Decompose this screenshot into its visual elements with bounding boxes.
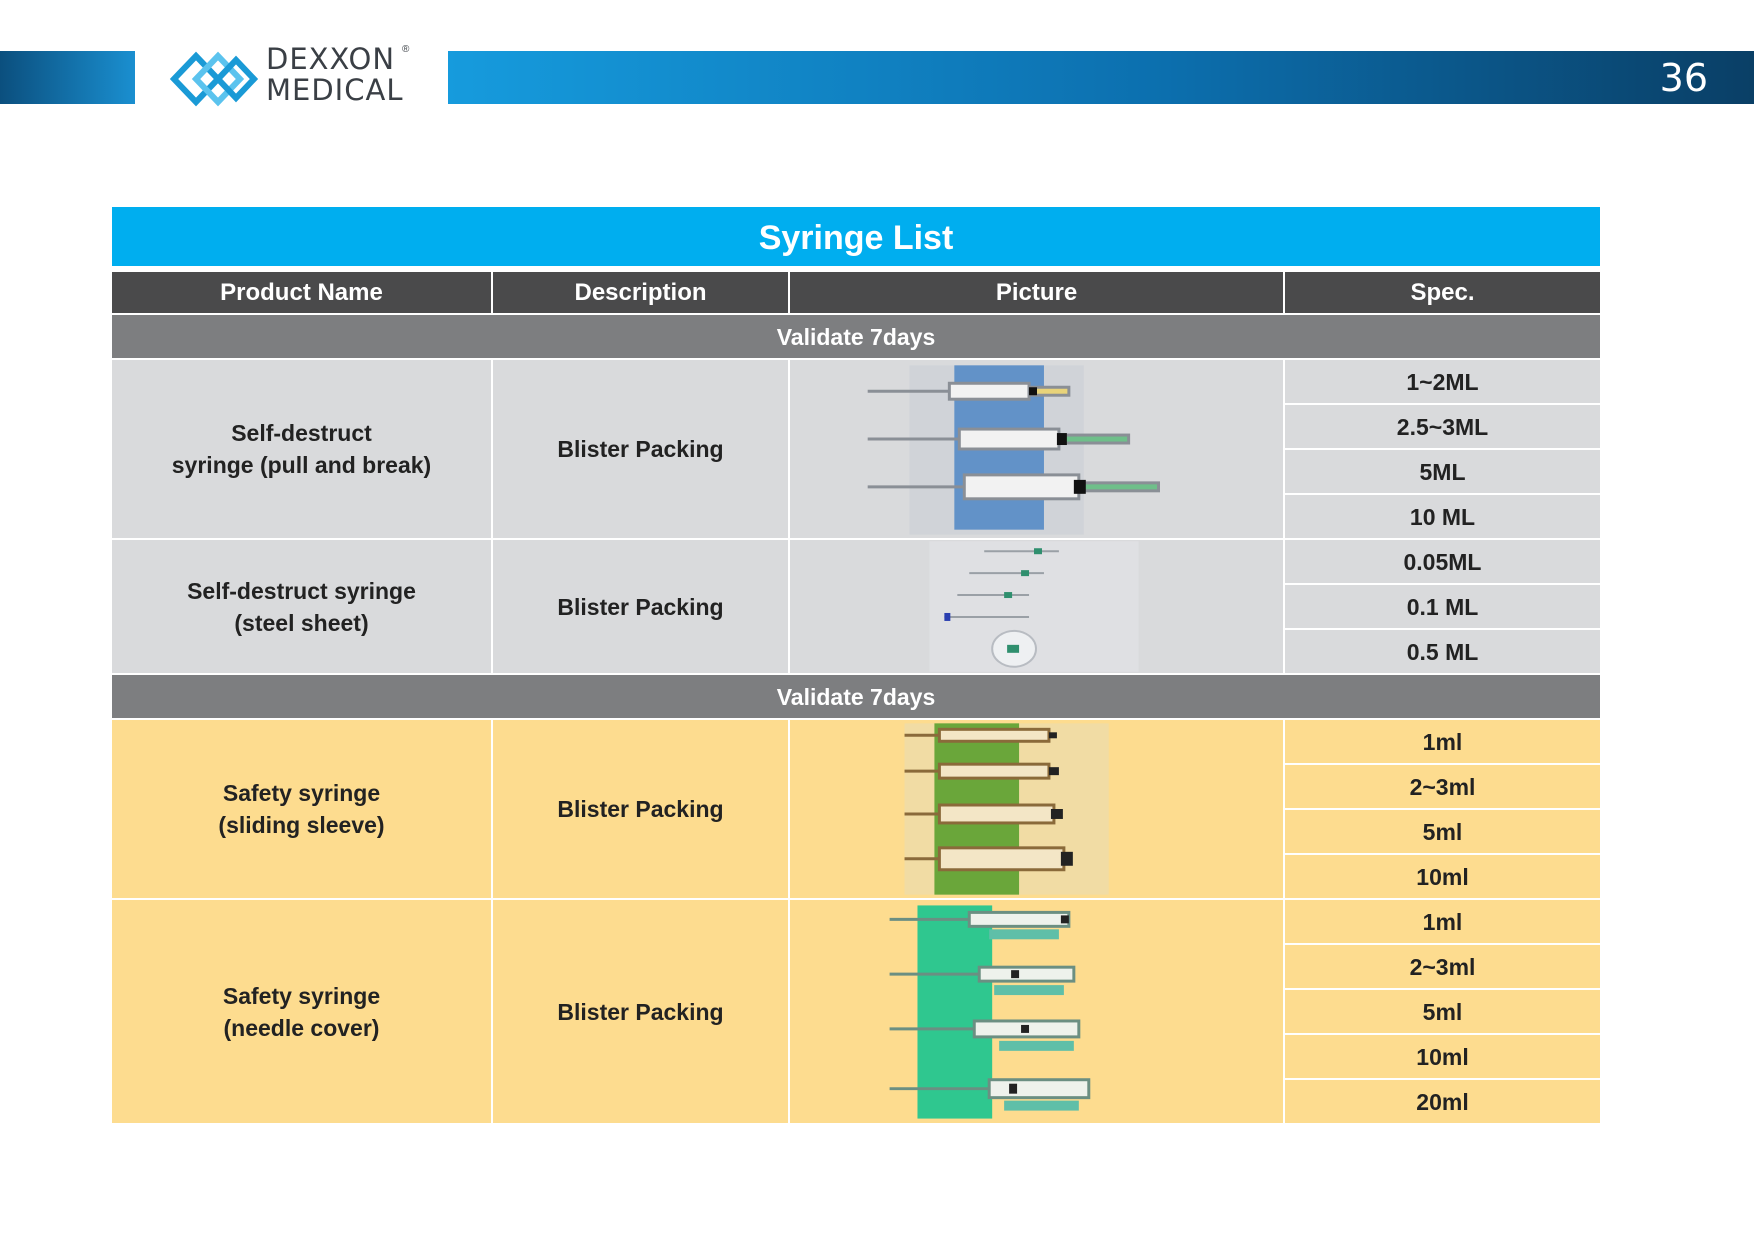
- safety-needle-cover-syringes-image: [790, 900, 1285, 1125]
- logo-wordmark: DEXXON MEDICAL: [266, 44, 403, 106]
- spec-value: 0.5 ML: [1285, 630, 1600, 675]
- product-name-line2: syringe (pull and break): [171, 452, 432, 478]
- product-description: Blister Packing: [493, 540, 790, 675]
- page-number: 36: [1659, 56, 1708, 100]
- table-grid: Product Name Description Picture Spec. V…: [112, 272, 1600, 1137]
- product-name-line1: Safety syringe: [222, 780, 381, 806]
- spec-value: 10 ML: [1285, 495, 1600, 540]
- spec-value: 5ml: [1285, 990, 1600, 1035]
- spec-value: 1~2ML: [1285, 360, 1600, 405]
- product-name: Self-destruct syringe (steel sheet): [112, 540, 493, 675]
- spec-value: 2~3ml: [1285, 945, 1600, 990]
- product-name: Self-destruct syringe (pull and break): [112, 360, 493, 540]
- logo-line2: MEDICAL: [266, 73, 404, 107]
- product-name-line1: Self-destruct: [231, 420, 372, 446]
- col-header-product-name: Product Name: [112, 272, 493, 315]
- spec-value: 1ml: [1285, 900, 1600, 945]
- self-destruct-steel-sheet-syringes-image: [790, 540, 1285, 675]
- self-destruct-pull-break-syringes-image: [790, 360, 1285, 540]
- col-header-description: Description: [493, 272, 790, 315]
- spec-value: 2~3ml: [1285, 765, 1600, 810]
- product-name-line2: (steel sheet): [234, 609, 369, 636]
- logo-line1: DEXXON: [266, 42, 396, 76]
- section-header: Validate 7days: [112, 675, 1600, 720]
- product-description: Blister Packing: [493, 720, 790, 900]
- dexxon-medical-logo: DEXXON MEDICAL ®: [166, 44, 414, 114]
- safety-sliding-sleeve-syringes-image: [790, 720, 1285, 900]
- spec-value: 5ML: [1285, 450, 1600, 495]
- spec-value: 10ml: [1285, 855, 1600, 900]
- product-name-line2: (needle cover): [223, 1014, 380, 1041]
- section-header: Validate 7days: [112, 315, 1600, 360]
- spec-value: 10ml: [1285, 1035, 1600, 1080]
- spec-value: 2.5~3ML: [1285, 405, 1600, 450]
- product-description: Blister Packing: [493, 360, 790, 540]
- product-name: Safety syringe (needle cover): [112, 900, 493, 1125]
- header-bar-left: [0, 51, 135, 104]
- product-name: Safety syringe (sliding sleeve): [112, 720, 493, 900]
- logo-mark-icon: [169, 51, 259, 107]
- syringe-list-table: Syringe List Product Name Description Pi…: [112, 207, 1600, 1137]
- spec-value: 0.05ML: [1285, 540, 1600, 585]
- product-name-line2: (sliding sleeve): [218, 812, 385, 838]
- table-title: Syringe List: [112, 207, 1600, 266]
- spec-value: 20ml: [1285, 1080, 1600, 1125]
- product-description: Blister Packing: [493, 900, 790, 1125]
- spec-value: 5ml: [1285, 810, 1600, 855]
- col-header-picture: Picture: [790, 272, 1285, 315]
- spec-value: 0.1 ML: [1285, 585, 1600, 630]
- product-name-line1: Safety syringe: [222, 982, 381, 1009]
- product-name-line1: Self-destruct syringe: [187, 577, 416, 604]
- header-bar-right: [448, 51, 1754, 104]
- spec-value: 1ml: [1285, 720, 1600, 765]
- registered-mark: ®: [402, 44, 410, 55]
- col-header-spec: Spec.: [1285, 272, 1600, 315]
